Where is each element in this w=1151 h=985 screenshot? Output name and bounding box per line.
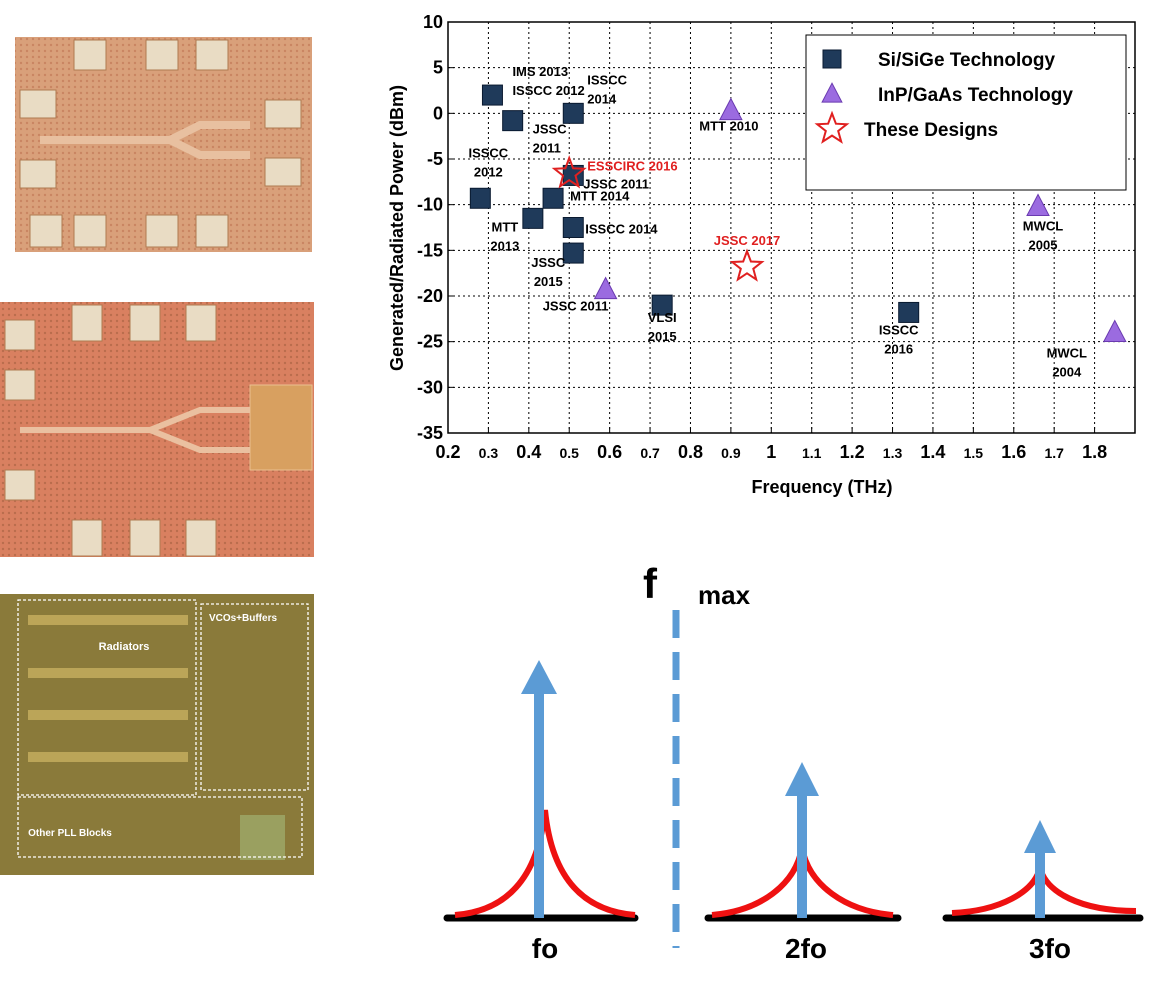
x-tick-label: 1.3 — [883, 445, 903, 461]
point-label: MTT 2014 — [570, 188, 630, 203]
point-label: ISSCC — [879, 322, 919, 337]
point-label: 2015 — [534, 274, 563, 289]
x-tick-label: 1 — [766, 442, 776, 462]
x-tick-label: 0.7 — [640, 445, 660, 461]
x-tick-label: 1.7 — [1044, 445, 1064, 461]
spectral-peaks — [454, 809, 1137, 918]
legend-label: Si/SiGe Technology — [878, 50, 1055, 71]
fmax-label: f — [643, 560, 658, 607]
y-tick-label: 10 — [423, 12, 443, 32]
point-label: JSSC 2011 — [583, 176, 649, 191]
x-tick-label: 1.5 — [964, 445, 984, 461]
triangle-marker — [593, 276, 618, 300]
square-marker — [562, 102, 584, 124]
point-label: 2004 — [1052, 365, 1082, 380]
chart: Frequency (THz) Generated/Radiated Power… — [387, 12, 1136, 497]
square-marker — [542, 187, 564, 209]
square-marker — [522, 207, 544, 229]
chip-photo-2 — [0, 302, 314, 557]
star-marker — [729, 248, 765, 282]
y-tick-label: 0 — [433, 103, 443, 123]
triangle-marker — [821, 82, 843, 103]
square-marker — [481, 84, 503, 106]
y-tick-label: -25 — [417, 332, 443, 352]
square-marker — [822, 49, 842, 69]
triangle-marker — [1102, 319, 1127, 343]
point-label: 2016 — [884, 341, 913, 356]
point-label: 2012 — [474, 164, 503, 179]
square-marker — [469, 187, 491, 209]
legend-box — [805, 34, 1127, 191]
square-marker — [651, 294, 673, 316]
point-label: VLSI — [648, 310, 677, 325]
fmax-subscript: max — [698, 580, 751, 610]
chip-photo-3: Radiators VCOs+Buffers Other PLL Blocks — [0, 594, 314, 875]
x-axis-label: Frequency (THz) — [751, 477, 892, 497]
point-label: 2011 — [533, 141, 561, 156]
point-label: 2005 — [1029, 237, 1058, 252]
x-tick-label: 0.8 — [678, 442, 703, 462]
point-label: MWCL — [1047, 346, 1087, 361]
x-tick-label: 1.4 — [920, 442, 945, 462]
photo-label: Radiators — [99, 641, 150, 653]
point-label: IMS 2013 — [512, 64, 568, 79]
y-tick-label: 5 — [433, 58, 443, 78]
y-tick-label: -10 — [417, 195, 443, 215]
harmonic-label: 3fo — [1029, 933, 1071, 964]
legend-label: InP/GaAs Technology — [878, 85, 1073, 106]
harmonic-diagram: f max fo 2fo 3fo — [443, 560, 1144, 964]
point-label: MTT — [492, 219, 519, 234]
x-tick-label: 0.4 — [516, 442, 541, 462]
point-label: MTT 2010 — [699, 119, 758, 134]
square-marker — [562, 242, 584, 264]
point-label: ISSCC — [587, 72, 627, 87]
star-marker — [814, 110, 850, 144]
x-tick-label: 0.5 — [560, 445, 580, 461]
chip-photo-1 — [15, 37, 312, 252]
point-label: ISSCC 2012 — [512, 83, 584, 98]
x-tick-label: 0.2 — [435, 442, 460, 462]
x-tick-label: 1.8 — [1082, 442, 1107, 462]
point-label: ESSCIRC 2016 — [587, 159, 677, 174]
x-tick-label: 0.9 — [721, 445, 741, 461]
point-label: ISSCC 2014 — [585, 222, 658, 237]
y-tick-label: -5 — [427, 149, 443, 169]
y-tick-label: -15 — [417, 240, 443, 260]
triangle-marker — [719, 97, 743, 121]
point-label: 2015 — [648, 329, 677, 344]
point-label: JSSC — [533, 122, 568, 137]
y-tick-label: -20 — [417, 286, 443, 306]
x-tick-label: 1.6 — [1001, 442, 1026, 462]
triangle-marker — [1026, 193, 1050, 216]
point-label: 2014 — [587, 91, 617, 106]
star-marker — [551, 155, 587, 189]
x-tick-label: 0.3 — [479, 445, 499, 461]
y-axis-label: Generated/Radiated Power (dBm) — [387, 85, 407, 371]
x-tick-label: 0.6 — [597, 442, 622, 462]
y-tick-label: -35 — [417, 423, 443, 443]
point-label: MWCL — [1023, 218, 1063, 233]
point-label: 2013 — [490, 238, 519, 253]
harmonic-label: fo — [532, 933, 558, 964]
point-label: JSSC — [531, 255, 566, 270]
legend-label: These Designs — [864, 120, 998, 141]
y-tick-label: -30 — [417, 377, 443, 397]
point-label: JSSC 2017 — [714, 233, 781, 248]
photo-label: Other PLL Blocks — [28, 828, 112, 839]
point-label: ISSCC — [468, 145, 508, 160]
photo-label: VCOs+Buffers — [209, 613, 278, 624]
x-tick-label: 1.2 — [840, 442, 865, 462]
square-marker — [502, 110, 524, 132]
point-label: JSSC 2011 — [543, 299, 609, 314]
square-marker — [562, 217, 584, 238]
harmonic-arrows — [521, 660, 1056, 918]
x-tick-label: 1.1 — [802, 445, 822, 461]
square-marker — [898, 301, 920, 323]
harmonic-label: 2fo — [785, 933, 827, 964]
